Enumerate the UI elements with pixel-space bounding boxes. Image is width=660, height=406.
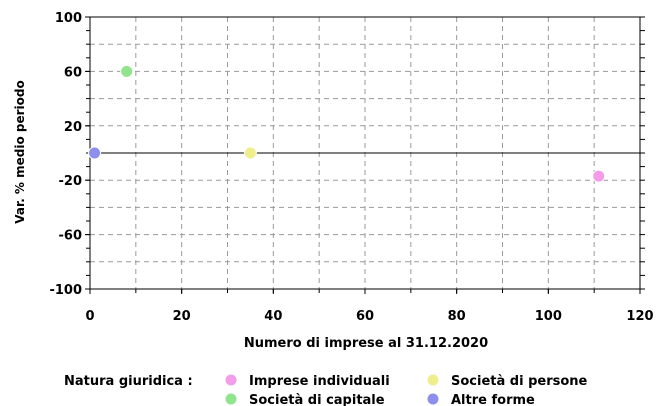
- x-axis-title: Numero di imprese al 31.12.2020: [244, 336, 488, 351]
- x-tick-label: 120: [626, 309, 653, 324]
- legend-marker-societa-di-persone: [427, 374, 439, 386]
- data-point-series-3: [88, 146, 102, 160]
- x-tick-label: 60: [356, 309, 374, 324]
- x-tick-label: 40: [264, 309, 282, 324]
- data-points: [88, 64, 606, 183]
- x-tick-label: 100: [535, 309, 562, 324]
- legend-marker-societa-di-capitale: [225, 393, 237, 405]
- legend-title: Natura giuridica :: [64, 374, 193, 389]
- legend-marker-imprese-individuali: [225, 374, 237, 386]
- x-tick-label: 0: [85, 309, 94, 324]
- y-tick-label: 20: [64, 120, 82, 135]
- y-tick-label: 60: [64, 65, 82, 80]
- y-tick-label: -20: [59, 174, 83, 189]
- data-point-series-1: [243, 146, 257, 160]
- y-axis-title: Var. % medio periodo: [13, 80, 27, 223]
- y-tick-label: 100: [55, 11, 82, 26]
- legend-marker-altre-forme: [427, 393, 439, 405]
- data-point-series-0: [592, 169, 606, 183]
- legend-label-societa-di-persone: Società di persone: [451, 374, 588, 389]
- legend-label-societa-di-capitale: Società di capitale: [249, 393, 385, 406]
- x-tick-label: 80: [448, 309, 466, 324]
- y-tick-label: -100: [49, 283, 82, 298]
- y-tick-label: -60: [59, 229, 83, 244]
- x-tick-label: 20: [173, 309, 191, 324]
- legend-label-imprese-individuali: Imprese individuali: [249, 374, 390, 389]
- legend-label-altre-forme: Altre forme: [451, 393, 535, 406]
- legend: Natura giuridica : Imprese individuali S…: [64, 374, 588, 406]
- data-point-series-2: [120, 64, 134, 78]
